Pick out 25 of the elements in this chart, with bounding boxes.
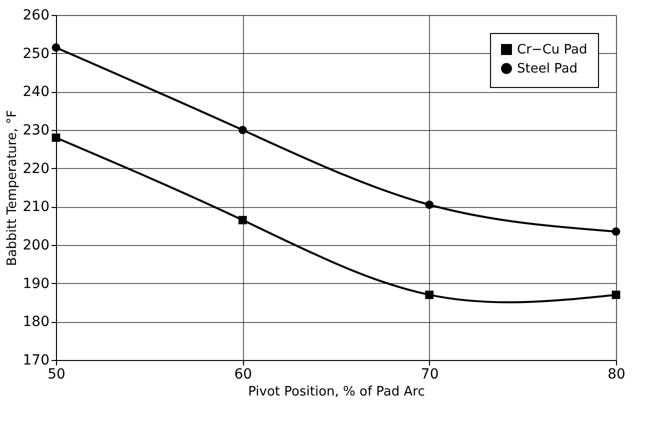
x-tick-label: 60 <box>234 366 252 382</box>
legend-label: Cr−Cu Pad <box>517 42 588 58</box>
y-axis-title: Babbitt Temperature, °F <box>4 110 20 266</box>
x-tick-label: 80 <box>608 366 626 382</box>
point <box>612 290 620 300</box>
point <box>425 200 434 209</box>
y-tick-label: 200 <box>22 238 50 254</box>
x-tick-label: 70 <box>420 366 439 382</box>
point <box>425 290 434 300</box>
y-tick-label: 220 <box>22 160 50 177</box>
y-tick-label: 210 <box>22 199 50 216</box>
point <box>238 126 247 134</box>
x-tick-label: 50 <box>48 366 66 382</box>
point <box>612 227 620 236</box>
y-tick-label: 250 <box>22 46 50 62</box>
y-tick-label: 260 <box>22 8 50 24</box>
y-tick-label: 190 <box>22 276 50 292</box>
y-tick-label: 170 <box>22 352 50 368</box>
legend-label: Steel Pad <box>517 62 578 76</box>
y-tick-label: 230 <box>22 122 50 138</box>
y-tick-label: 180 <box>22 314 50 330</box>
point <box>238 216 247 224</box>
x-axis-title: Pivot Position, % of Pad Arc <box>248 384 425 400</box>
y-tick-label: 240 <box>22 84 50 100</box>
point <box>52 133 60 142</box>
